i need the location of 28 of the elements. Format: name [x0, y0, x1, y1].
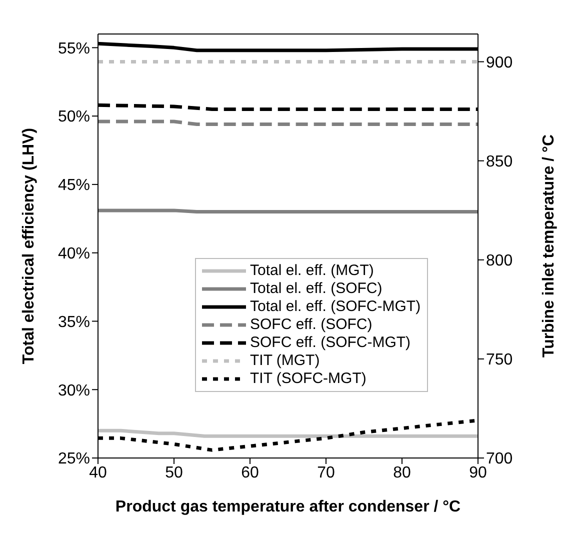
legend-label: TIT (SOFC-MGT): [250, 370, 366, 388]
y-tick-label: 30%: [58, 382, 90, 400]
x-tick-label: 50: [165, 464, 183, 482]
x-axis-title: Product gas temperature after condenser / °C: [115, 498, 462, 516]
x-tick-label: 80: [393, 464, 411, 482]
legend-label: Total el. eff. (SOFC): [250, 280, 382, 298]
y2-axis-title: Turbine inlet temperature / °C: [540, 134, 558, 358]
x-tick-label: 40: [89, 464, 107, 482]
y2-tick-label: 700: [486, 450, 513, 468]
y-tick-label: 35%: [58, 314, 90, 331]
legend-label: Total el. eff. (MGT): [250, 262, 374, 280]
legend-label: SOFC eff. (SOFC): [250, 316, 372, 334]
y-tick-label: 50%: [58, 108, 90, 126]
y-tick-label: 40%: [58, 246, 90, 263]
legend-label: SOFC eff. (SOFC-MGT): [250, 334, 411, 352]
y-tick-label: 55%: [58, 40, 90, 58]
y-tick-label: 45%: [58, 177, 90, 194]
legend-label: TIT (MGT): [250, 352, 320, 370]
y2-tick-label: 900: [486, 54, 513, 72]
y2-tick-label: 800: [486, 252, 513, 270]
x-tick-label: 90: [469, 464, 487, 482]
y-axis-title: Total electrical efficiency (LHV): [20, 128, 38, 364]
legend-label: Total el. eff. (SOFC-MGT): [250, 298, 421, 316]
x-tick-label: 60: [241, 464, 259, 482]
x-tick-label: 70: [317, 464, 335, 482]
y2-tick-label: 750: [486, 352, 513, 369]
y-tick-label: 25%: [58, 450, 90, 468]
y2-tick-label: 850: [486, 153, 513, 170]
